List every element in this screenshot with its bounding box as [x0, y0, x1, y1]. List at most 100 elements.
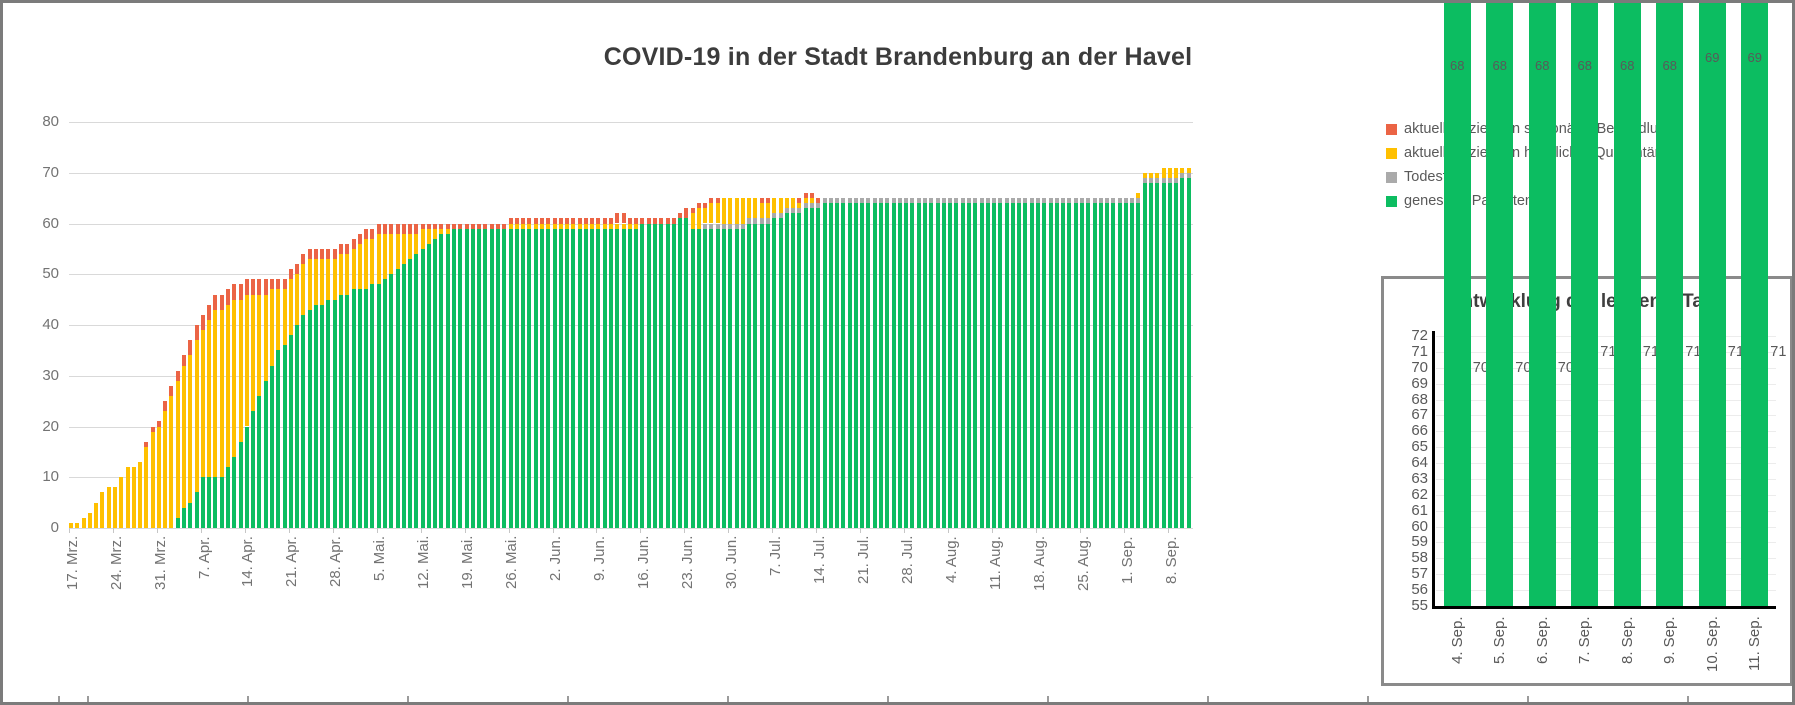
bar-segment-stationaer: [295, 264, 300, 275]
bar-segment-todesfaelle: [828, 198, 833, 204]
bar-segment-stationaer: [332, 248, 337, 259]
bar-segment-todesfaelle: [1086, 198, 1091, 204]
main-y-axis-label: 70: [42, 163, 59, 181]
inset-y-axis-label: 71: [1411, 342, 1428, 360]
bar-segment-todesfaelle: [979, 198, 984, 204]
inset-total-label: 70: [1515, 359, 1532, 376]
bar-segment-todesfaelle: [772, 213, 777, 219]
main-x-axis-tick: [288, 528, 290, 533]
bar-segment-todesfaelle: [722, 223, 727, 229]
inset-y-axis-label: 58: [1411, 549, 1428, 567]
bar-segment-quarantaene: [565, 223, 570, 229]
main-x-axis-label: 14. Apr.: [239, 536, 257, 587]
main-x-axis-tick: [112, 528, 114, 533]
bar-segment-quarantaene: [546, 223, 551, 229]
bar-segment-quarantaene: [125, 467, 130, 528]
bar-segment-genesene: [188, 502, 193, 528]
main-x-axis-tick: [464, 528, 466, 533]
bar-segment-genesene: [828, 203, 833, 528]
bar-segment-genesene: [954, 203, 959, 528]
bar-segment-todesfaelle: [1111, 198, 1116, 204]
bar-segment-genesene: [401, 264, 406, 528]
main-x-axis-label: 7. Apr.: [195, 536, 213, 579]
bar-segment-todesfaelle: [1161, 177, 1166, 183]
bar-segment-todesfaelle: [935, 198, 940, 204]
bar-segment-todesfaelle: [709, 223, 714, 229]
main-x-axis-label: 24. Mrz.: [107, 536, 125, 591]
main-x-axis-tick: [684, 528, 686, 533]
bar-segment-genesene: [1167, 182, 1172, 528]
bar-segment-genesene: [238, 441, 243, 528]
bar-segment-stationaer: [288, 269, 293, 280]
bar-segment-genesene: [715, 228, 720, 528]
bar-segment-quarantaene: [634, 223, 639, 229]
bar-segment-quarantaene: [232, 299, 237, 457]
main-x-axis-tick: [552, 528, 554, 533]
bar-segment-quarantaene: [521, 223, 526, 229]
bar-segment-genesene: [671, 223, 676, 528]
inset-segment-label: 69: [1747, 50, 1762, 66]
bar-segment-genesene: [835, 203, 840, 528]
bar-segment-genesene: [809, 208, 814, 528]
bar-segment-quarantaene: [257, 294, 262, 397]
bar-segment-genesene: [213, 477, 218, 528]
bar-segment-quarantaene: [696, 208, 701, 229]
bar-segment-stationaer: [445, 223, 450, 229]
bar-segment-stationaer: [389, 223, 394, 234]
main-y-axis-label: 30: [42, 366, 59, 384]
bar-segment-todesfaelle: [791, 208, 796, 214]
bar-segment-stationaer: [483, 223, 488, 229]
bar-segment-quarantaene: [75, 522, 80, 528]
bar-segment-genesene: [948, 203, 953, 528]
bar-segment-quarantaene: [326, 259, 331, 300]
inset-total-label: 71: [1770, 343, 1787, 360]
bar-segment-todesfaelle: [1010, 198, 1015, 204]
bar-segment-stationaer: [602, 218, 607, 224]
main-x-axis-tick: [596, 528, 598, 533]
main-x-axis-label: 8. Sep.: [1162, 536, 1180, 584]
bar-segment-stationaer: [408, 223, 413, 234]
bar-segment-quarantaene: [339, 253, 343, 295]
bar-segment-genesene: [269, 365, 274, 528]
bar-segment-genesene: [1023, 203, 1028, 528]
inset-y-axis-label: 64: [1411, 454, 1428, 472]
bar-segment-genesene: [1111, 203, 1116, 528]
bar-segment-genesene: [539, 228, 544, 528]
main-x-axis-label: 23. Jun.: [679, 536, 696, 590]
main-x-axis-tick: [816, 528, 818, 533]
bar-segment-genesene: [339, 294, 343, 528]
bar-segment-quarantaene: [747, 198, 752, 219]
bar-segment-genesene: [477, 228, 482, 528]
bar-segment-genesene: [1054, 203, 1059, 528]
inset-segment-label: 68: [1535, 58, 1550, 73]
bar-segment-stationaer: [615, 213, 620, 224]
bar-segment-todesfaelle: [835, 198, 840, 204]
bar-segment-todesfaelle: [872, 198, 877, 204]
bar-segment-todesfaelle: [1180, 172, 1185, 178]
bar-segment-stationaer: [470, 223, 475, 229]
inset-segment-label: 68: [1450, 58, 1465, 73]
bar-segment-todesfaelle: [1073, 198, 1078, 204]
bar-segment-stationaer: [558, 218, 563, 224]
bar-segment-todesfaelle: [784, 208, 789, 214]
bar-segment-genesene: [332, 299, 337, 528]
bar-segment-todesfaelle: [853, 198, 858, 204]
main-x-axis-tick: [772, 528, 774, 533]
bar-segment-stationaer: [414, 223, 419, 234]
bar-segment-stationaer: [590, 218, 595, 224]
bar-segment-stationaer: [565, 218, 570, 224]
bar-segment-genesene: [533, 228, 538, 528]
bar-segment-stationaer: [276, 279, 281, 290]
bar-segment-genesene: [634, 228, 639, 528]
bar-segment-quarantaene: [225, 304, 230, 468]
bar-segment-quarantaene: [138, 462, 143, 528]
main-x-axis-tick: [860, 528, 862, 533]
bar-segment-genesene: [282, 345, 287, 528]
bar-segment-stationaer: [759, 198, 764, 204]
bar-segment-stationaer: [320, 248, 325, 259]
bar-segment-stationaer: [640, 218, 645, 224]
bar-segment-quarantaene: [144, 446, 149, 528]
bar-segment-genesene: [433, 238, 438, 528]
bar-segment-genesene: [922, 203, 927, 528]
bar-segment-todesfaelle: [740, 223, 745, 229]
